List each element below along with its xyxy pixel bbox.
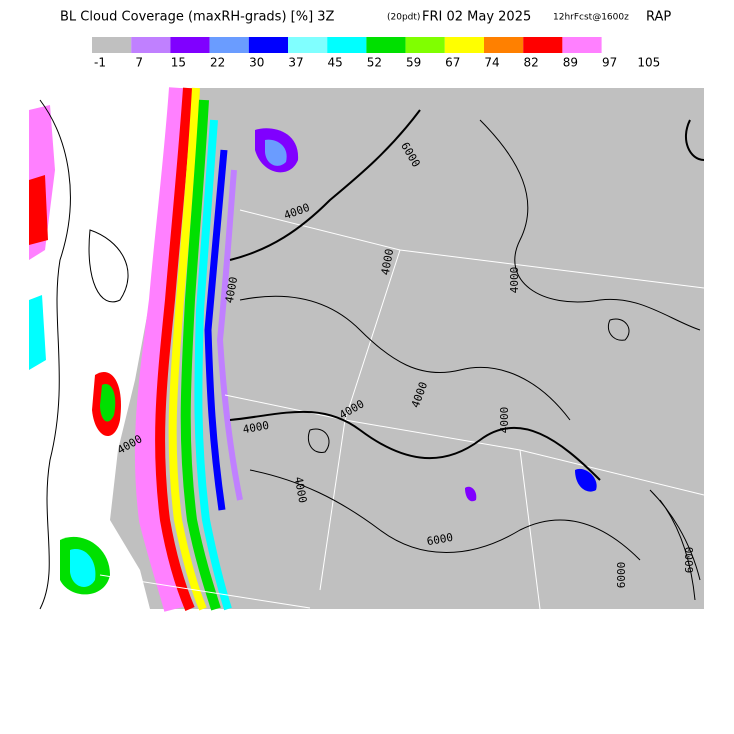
legend: -1 7 15 22 30 37 45 52 59 67 74 82 89 97 105 bbox=[92, 37, 660, 70]
cloud-blob bbox=[29, 175, 48, 245]
state-border bbox=[224, 394, 705, 496]
legend-label: 97 bbox=[602, 56, 617, 70]
contour-label: 4000 bbox=[242, 419, 270, 436]
legend-label: 30 bbox=[249, 56, 264, 70]
contour-line bbox=[607, 318, 630, 341]
contour-line bbox=[249, 469, 641, 561]
contour-label: 4000 bbox=[498, 407, 511, 434]
legend-label: 67 bbox=[445, 56, 460, 70]
contour-line bbox=[307, 428, 330, 453]
legend-swatch bbox=[366, 37, 406, 53]
cloud-blob bbox=[100, 384, 116, 422]
model: RAP bbox=[646, 10, 671, 25]
legend-label: 82 bbox=[524, 56, 539, 70]
contour-line bbox=[88, 229, 129, 303]
title: BL Cloud Coverage (maxRH-grads) [%] 3Z bbox=[60, 10, 335, 25]
cloud-band bbox=[134, 87, 191, 612]
legend-swatch bbox=[327, 37, 367, 53]
date: FRI 02 May 2025 bbox=[422, 10, 531, 25]
cloud-band bbox=[194, 119, 232, 611]
legend-swatch bbox=[248, 37, 288, 53]
legend-label: 89 bbox=[563, 56, 578, 70]
contour-line bbox=[229, 109, 421, 261]
legend-label: 59 bbox=[406, 56, 421, 70]
legend-swatch bbox=[131, 37, 171, 53]
legend-label: 15 bbox=[171, 56, 186, 70]
contour-label: 4000 bbox=[292, 476, 309, 504]
cloud-band bbox=[216, 169, 243, 501]
legend-swatch bbox=[170, 37, 210, 53]
contour-label: 6000 bbox=[615, 562, 628, 589]
contour-line bbox=[685, 119, 705, 161]
cloud-blob bbox=[575, 468, 597, 492]
legend-label: 105 bbox=[637, 56, 660, 70]
contour-label: 4000 bbox=[223, 276, 240, 304]
legend-label: -1 bbox=[94, 56, 106, 70]
legend-label: 22 bbox=[210, 56, 225, 70]
legend-swatch bbox=[405, 37, 445, 53]
legend-label: 74 bbox=[484, 56, 499, 70]
contour-line bbox=[649, 489, 701, 581]
clear-region bbox=[29, 88, 178, 609]
cloud-band bbox=[180, 99, 221, 611]
cloud-band bbox=[168, 87, 207, 611]
legend-swatch bbox=[288, 37, 328, 53]
contour-label: 6000 bbox=[683, 547, 696, 574]
contour-label: 6000 bbox=[426, 531, 454, 548]
contour-line bbox=[239, 295, 571, 421]
contour-line bbox=[39, 99, 71, 610]
legend-swatch bbox=[209, 37, 249, 53]
legend-swatch bbox=[523, 37, 563, 53]
legend-label: 45 bbox=[328, 56, 343, 70]
contour-line bbox=[229, 410, 601, 481]
contour-labels: 4000400040006000400040006000400040004000… bbox=[115, 140, 696, 588]
cloud-blob bbox=[70, 549, 96, 587]
legend-label: 37 bbox=[288, 56, 303, 70]
contour-line bbox=[659, 499, 696, 601]
cloud-band bbox=[155, 87, 195, 611]
contour-line bbox=[479, 119, 701, 331]
cloud-blob bbox=[465, 486, 477, 502]
cloud-blob bbox=[265, 139, 287, 166]
legend-swatch bbox=[484, 37, 524, 53]
legend-label: 7 bbox=[135, 56, 143, 70]
forecast: 12hrFcst@1600z bbox=[553, 13, 629, 23]
contour-label: 4000 bbox=[508, 267, 521, 294]
legend-swatch bbox=[92, 37, 132, 53]
legend-label: 52 bbox=[367, 56, 382, 70]
state-border bbox=[99, 574, 311, 609]
legend-swatch bbox=[444, 37, 484, 53]
legend-swatch bbox=[562, 37, 602, 53]
map bbox=[29, 87, 705, 612]
time-local: (20pdt) bbox=[387, 13, 420, 23]
cloud-band bbox=[204, 149, 228, 511]
cloud-blob bbox=[29, 295, 46, 370]
state-border bbox=[519, 449, 541, 610]
contour-label: 4000 bbox=[379, 248, 396, 276]
